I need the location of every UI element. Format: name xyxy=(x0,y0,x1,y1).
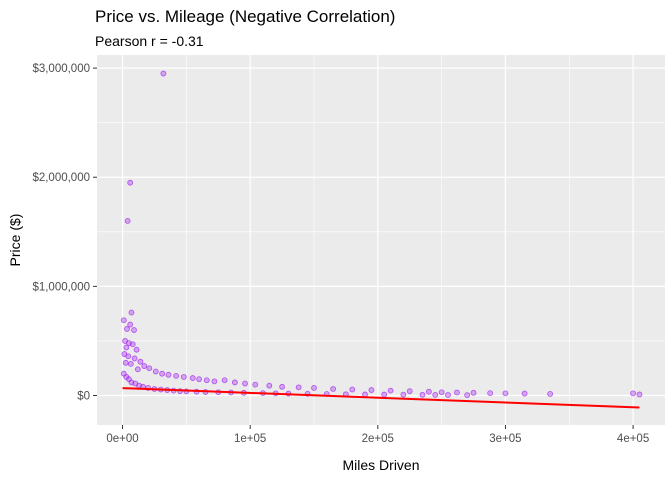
trend-line xyxy=(122,387,640,409)
y-axis-title: Price ($) xyxy=(7,214,23,267)
data-point xyxy=(387,387,394,394)
data-point xyxy=(454,389,460,396)
data-point xyxy=(311,384,317,391)
data-point xyxy=(419,391,426,398)
data-point xyxy=(131,355,138,362)
data-point xyxy=(547,390,554,397)
data-point xyxy=(196,376,203,383)
data-point xyxy=(470,389,477,396)
y-tick-label: $3,000,000 xyxy=(32,63,90,75)
y-tick-label: $0 xyxy=(77,391,90,403)
data-point xyxy=(173,372,180,379)
data-point xyxy=(123,344,130,351)
data-point xyxy=(231,379,238,386)
data-point xyxy=(295,384,302,391)
data-point xyxy=(125,353,132,360)
axes: 0e+00 1e+05 2e+05 3e+05 4e+05 $0 $1,000,000 $2,… xyxy=(32,63,649,445)
data-point xyxy=(133,346,140,353)
data-point xyxy=(120,317,127,324)
data-point xyxy=(134,366,141,373)
data-point xyxy=(438,389,445,396)
data-point xyxy=(381,391,388,398)
data-point xyxy=(636,391,643,398)
data-point xyxy=(127,321,134,328)
x-tick-label: 2e+05 xyxy=(362,433,394,445)
data-point xyxy=(221,377,228,384)
data-point xyxy=(266,382,273,389)
data-point xyxy=(487,390,494,397)
data-point xyxy=(122,359,129,366)
data-point xyxy=(137,358,144,365)
data-point xyxy=(464,392,471,398)
x-tick-label: 4e+05 xyxy=(617,433,649,445)
data-point xyxy=(165,371,172,378)
x-tick-label: 0e+00 xyxy=(106,433,138,445)
x-tick-label: 1e+05 xyxy=(234,433,266,445)
data-point xyxy=(203,377,210,384)
data-point xyxy=(252,381,259,388)
chart-subtitle: Pearson r = -0.31 xyxy=(95,33,204,49)
data-point xyxy=(349,386,356,393)
data-point xyxy=(242,380,248,387)
data-point xyxy=(445,392,451,398)
data-point xyxy=(630,390,636,397)
data-point xyxy=(127,360,134,367)
data-point xyxy=(189,375,196,381)
trend-line-layer xyxy=(122,387,640,409)
data-point xyxy=(330,386,337,392)
data-point xyxy=(180,374,187,380)
data-point xyxy=(521,390,528,397)
data-point xyxy=(160,70,167,77)
data-point xyxy=(124,326,130,332)
data-point xyxy=(279,383,285,390)
data-point xyxy=(502,390,509,397)
x-axis-title: Miles Driven xyxy=(342,457,419,473)
data-point xyxy=(159,370,165,377)
data-point xyxy=(425,388,432,395)
data-point xyxy=(141,363,148,369)
chart-title: Price vs. Mileage (Negative Correlation) xyxy=(95,7,396,26)
data-point xyxy=(406,388,413,395)
data-point xyxy=(211,378,218,385)
grid-lines xyxy=(97,55,665,425)
data-point xyxy=(131,327,137,333)
data-point xyxy=(432,391,439,398)
data-point xyxy=(400,391,407,398)
data-point xyxy=(368,387,375,393)
data-point xyxy=(152,368,159,375)
data-point xyxy=(146,365,153,372)
plot-panel xyxy=(97,55,665,425)
data-point xyxy=(127,179,134,186)
x-tick-label: 3e+05 xyxy=(489,433,521,445)
data-point xyxy=(129,341,136,348)
data-point xyxy=(128,309,135,316)
y-tick-label: $1,000,000 xyxy=(32,281,90,293)
y-tick-label: $2,000,000 xyxy=(32,172,90,184)
data-point xyxy=(124,217,131,224)
